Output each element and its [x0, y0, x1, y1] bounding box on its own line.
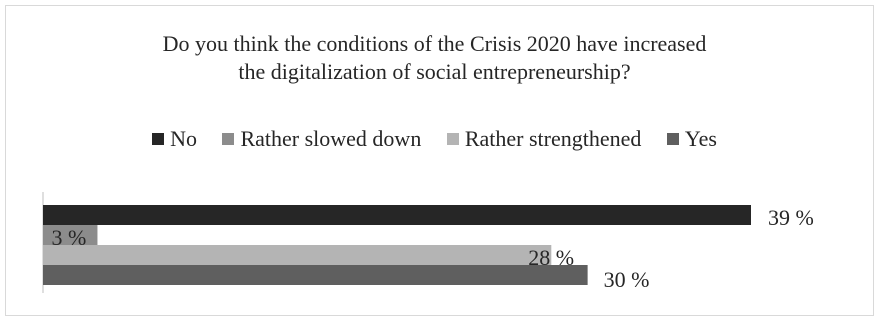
legend-swatch-no — [152, 133, 165, 145]
legend-swatch-yes — [666, 133, 679, 145]
data-label-no: 39 % — [768, 205, 814, 230]
bar-rather-slowed-down — [43, 225, 98, 245]
bar-yes — [43, 265, 588, 285]
chart-title: Do you think the conditions of the Crisi… — [0, 30, 869, 86]
legend-label-yes: Yes — [684, 126, 717, 151]
bar-no — [43, 205, 751, 225]
legend-label-rather-slowed-down: Rather slowed down — [240, 126, 422, 151]
chart-legend: No Rather slowed down Rather strengthene… — [0, 125, 869, 152]
legend-item-rather-slowed-down: Rather slowed down — [222, 126, 421, 152]
legend-item-rather-strengthened: Rather strengthened — [446, 126, 642, 152]
data-label-yes: 30 % — [604, 267, 650, 292]
legend-swatch-rather-slowed-down — [222, 133, 235, 145]
chart-title-line-2: the digitalization of social entrepreneu… — [238, 59, 631, 84]
legend-item-no: No — [152, 126, 197, 152]
chart-title-line-1: Do you think the conditions of the Crisi… — [162, 31, 707, 56]
legend-item-yes: Yes — [666, 126, 717, 152]
legend-label-rather-strengthened: Rather strengthened — [464, 126, 642, 151]
legend-swatch-rather-strengthened — [446, 133, 459, 145]
bar-rather-strengthened — [43, 245, 552, 265]
legend-label-no: No — [170, 126, 197, 151]
